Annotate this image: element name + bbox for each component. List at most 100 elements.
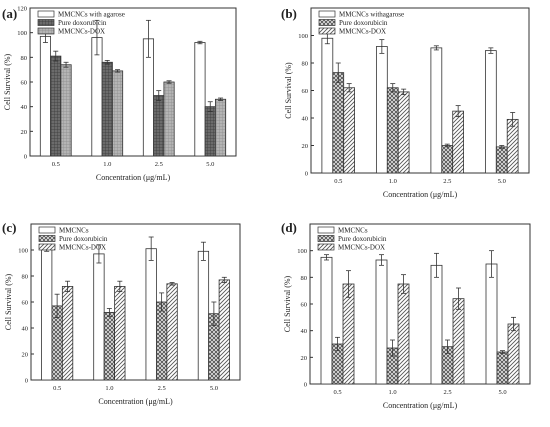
bar-lightgrid-0.5 bbox=[60, 64, 72, 157]
bar-crosshatch-2.5 bbox=[155, 301, 168, 381]
bar-white-1.0 bbox=[91, 37, 103, 157]
bar-lightgrid-5.0 bbox=[214, 98, 227, 157]
x-tick-label: 2.5 bbox=[158, 385, 166, 392]
y-tick-label: 40 bbox=[22, 326, 29, 333]
y-axis-label: Cell Survival (%) bbox=[284, 62, 293, 119]
bar-crosshatch-1.0 bbox=[386, 87, 399, 174]
legend-label: MMCNCs bbox=[59, 227, 89, 235]
bar-white-2.5 bbox=[430, 47, 443, 174]
bar-white-0.5 bbox=[41, 248, 53, 381]
bar-diagonal-0.5 bbox=[343, 87, 356, 174]
chart-panel-3: (c) 0 20 40 60 80 100 Cell Survival (%) Concentr… bbox=[2, 220, 241, 406]
legend-swatch bbox=[37, 19, 55, 26]
y-tick-label: 0 bbox=[24, 154, 27, 161]
bar-diagonal-5.0 bbox=[506, 118, 519, 174]
bar-white-5.0 bbox=[484, 50, 497, 174]
x-axis-label: Concentration (μg/mL) bbox=[98, 397, 173, 406]
bar-white-2.5 bbox=[430, 264, 443, 385]
y-tick-label: 40 bbox=[21, 104, 28, 111]
bar-white-0.5 bbox=[39, 35, 51, 157]
x-tick-label: 5.0 bbox=[498, 178, 506, 185]
bar-diagonal-1.0 bbox=[114, 285, 126, 381]
legend-label: MMCNCs bbox=[338, 227, 368, 235]
chart-panel-2: (b) 0 20 40 60 80 100 Cell Survival (%) Concentr… bbox=[281, 6, 530, 199]
x-tick-label: 1.0 bbox=[389, 178, 397, 185]
y-tick-label: 80 bbox=[22, 274, 29, 281]
y-axis-label: Cell Survival (%) bbox=[283, 275, 292, 332]
panel-label: (a) bbox=[2, 6, 17, 21]
legend-label: Pure doxorubicin bbox=[339, 19, 388, 27]
y-tick-label: 0 bbox=[304, 382, 307, 389]
legend-swatch bbox=[317, 243, 335, 251]
bar-white-1.0 bbox=[375, 46, 388, 174]
bar-white-5.0 bbox=[197, 250, 210, 381]
panel-label: (c) bbox=[2, 220, 16, 235]
legend-swatch bbox=[37, 27, 55, 35]
bar-diagonal-1.0 bbox=[397, 283, 410, 385]
y-tick-label: 80 bbox=[21, 55, 28, 62]
bar-crosshatch-5.0 bbox=[495, 146, 508, 174]
bar-crosshatch-5.0 bbox=[496, 351, 509, 385]
x-axis-label: Concentration (μg/mL) bbox=[383, 190, 458, 199]
y-tick-label: 20 bbox=[22, 352, 29, 359]
bar-darkgrid-5.0 bbox=[204, 106, 216, 157]
bar-crosshatch-2.5 bbox=[441, 145, 454, 174]
y-tick-label: 120 bbox=[17, 6, 27, 13]
chart-panel-4: (d) 0 20 40 60 80 100 Cell Survival (%) Concentr… bbox=[281, 220, 531, 410]
bar-lightgrid-2.5 bbox=[163, 81, 175, 157]
bar-diagonal-0.5 bbox=[342, 283, 355, 385]
y-tick-label: 100 bbox=[297, 248, 307, 255]
y-tick-label: 80 bbox=[301, 275, 308, 282]
y-tick-label: 60 bbox=[301, 302, 308, 309]
legend-swatch bbox=[38, 243, 56, 251]
y-tick-label: 40 bbox=[301, 328, 308, 335]
legend-label: Pure doxorubicin bbox=[338, 235, 387, 243]
x-axis-label: Concentration (μg/mL) bbox=[96, 173, 171, 182]
bar-diagonal-2.5 bbox=[452, 298, 465, 385]
y-tick-label: 100 bbox=[298, 33, 308, 40]
legend-label: MMCNCs with agarose bbox=[58, 11, 125, 19]
x-tick-label: 0.5 bbox=[334, 178, 342, 185]
panel-label: (d) bbox=[281, 220, 297, 235]
y-tick-label: 20 bbox=[301, 355, 308, 362]
bar-white-1.0 bbox=[93, 253, 105, 381]
y-tick-label: 20 bbox=[21, 129, 28, 136]
y-tick-label: 80 bbox=[302, 61, 309, 68]
bar-lightgrid-1.0 bbox=[112, 70, 124, 157]
legend-label: Pure doxorubicin bbox=[59, 235, 108, 243]
y-tick-label: 20 bbox=[302, 143, 309, 150]
bar-darkgrid-0.5 bbox=[50, 55, 62, 157]
y-tick-label: 40 bbox=[302, 116, 309, 123]
bar-diagonal-2.5 bbox=[166, 283, 178, 381]
legend-swatch bbox=[317, 226, 335, 234]
x-tick-label: 1.0 bbox=[388, 389, 396, 396]
legend-swatch bbox=[318, 10, 336, 18]
y-tick-label: 60 bbox=[21, 80, 28, 87]
legend-swatch bbox=[318, 19, 336, 26]
legend-swatch bbox=[37, 10, 55, 18]
panel-label: (b) bbox=[281, 6, 297, 21]
x-tick-label: 0.5 bbox=[53, 385, 61, 392]
bar-diagonal-5.0 bbox=[218, 279, 230, 381]
x-tick-label: 2.5 bbox=[443, 178, 451, 185]
x-tick-label: 0.5 bbox=[52, 161, 60, 168]
y-tick-label: 60 bbox=[22, 300, 29, 307]
legend-label: MMCNCs-DOX bbox=[59, 244, 106, 252]
bar-white-0.5 bbox=[320, 256, 333, 385]
bar-crosshatch-1.0 bbox=[103, 311, 116, 381]
y-tick-label: 0 bbox=[305, 171, 308, 178]
chart-panel-1: (a) 0 20 40 60 80 100 120 Cell Survival (%) Conce… bbox=[2, 6, 237, 182]
y-axis-label: Cell Survival (%) bbox=[4, 273, 13, 330]
x-tick-label: 5.0 bbox=[210, 385, 218, 392]
x-tick-label: 5.0 bbox=[206, 161, 214, 168]
x-tick-label: 2.5 bbox=[443, 389, 451, 396]
legend-swatch bbox=[317, 235, 335, 242]
legend-label: Pure doxorubicin bbox=[58, 19, 107, 27]
x-tick-label: 2.5 bbox=[155, 161, 163, 168]
bar-white-5.0 bbox=[485, 263, 498, 385]
x-tick-label: 5.0 bbox=[498, 389, 506, 396]
bar-diagonal-5.0 bbox=[507, 323, 520, 385]
bar-diagonal-2.5 bbox=[452, 110, 465, 174]
